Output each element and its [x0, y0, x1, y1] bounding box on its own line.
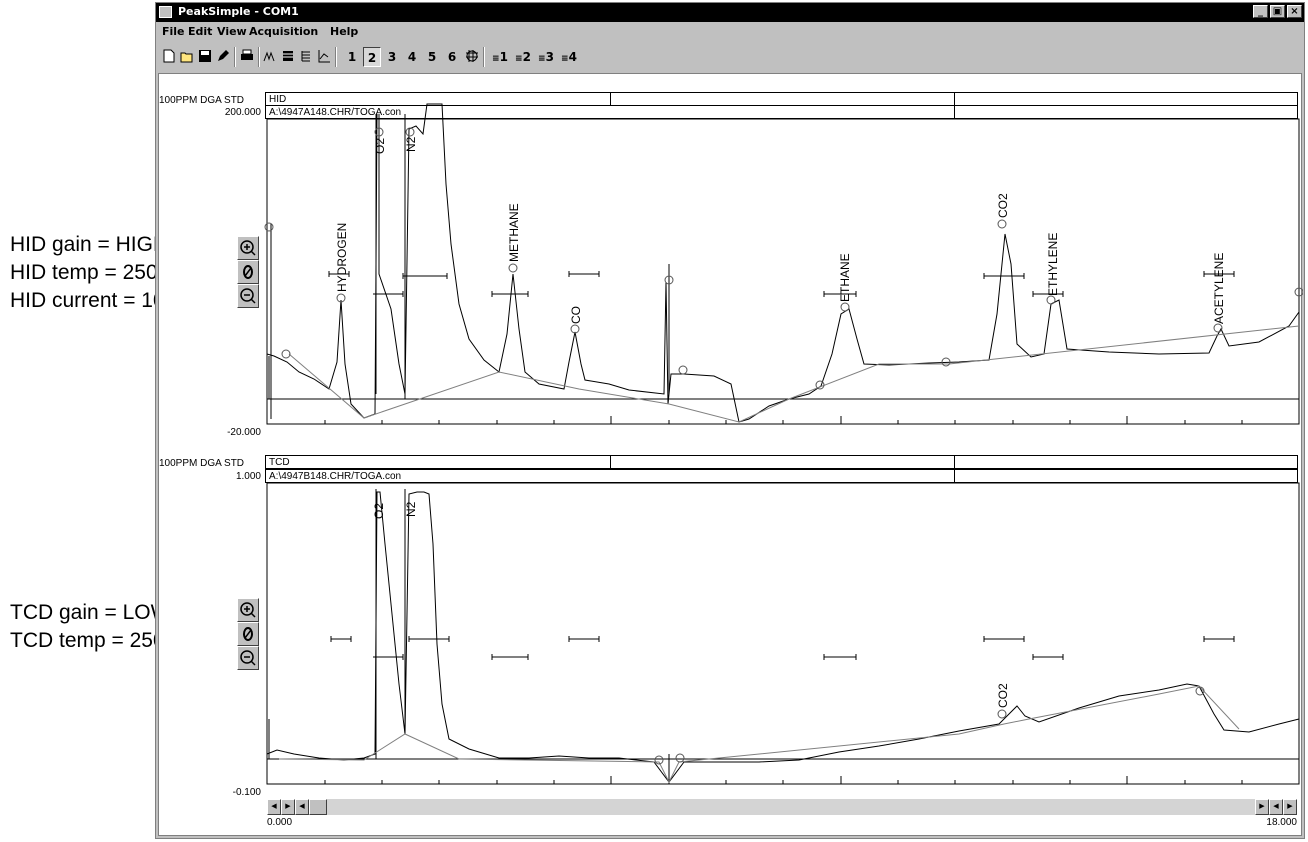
ch-button-4[interactable]: ≡4	[561, 50, 577, 64]
reset-zoom-icon	[243, 265, 253, 279]
hid-gain-text: HID gain = HIGH	[10, 233, 169, 256]
ch-button-3[interactable]: ≡3	[538, 50, 554, 64]
peak-label-methane: METHANE	[507, 203, 521, 262]
list-icon[interactable]	[299, 49, 313, 63]
x-axis-start: 0.000	[267, 817, 293, 828]
hid-current-text: HID current = 100	[10, 289, 177, 312]
peak-label-co2: CO2	[996, 193, 1010, 218]
app-window: PeakSimple - COM1 _ ▣ × File Edit View A…	[155, 2, 1305, 839]
peak-label-n2-tcd: N2	[404, 501, 418, 517]
toolbar: 1 2 3 4 5 6 ≡1 ≡2 ≡3 ≡4	[156, 44, 1304, 70]
channel-2-button[interactable]: 2	[363, 47, 381, 67]
top-y-min: -20.000	[227, 427, 261, 438]
bottom-reset-zoom-button[interactable]	[237, 622, 259, 646]
peak-label-ethane: ETHANE	[838, 253, 852, 302]
chromatogram-view: 100PPM DGA STD HID A:\4947A148.CHR/TOGA.…	[158, 73, 1303, 836]
menu-acquisition[interactable]: Acquisition	[249, 25, 319, 38]
top-zoom-in-button[interactable]	[237, 236, 259, 260]
bottom-file-path: A:\4947B148.CHR/TOGA.con	[269, 471, 402, 482]
channel-5-button[interactable]: 5	[427, 50, 437, 64]
scroll-right-icon[interactable]: ▶	[281, 799, 295, 815]
peak-label-ethylene: ETHYLENE	[1046, 233, 1060, 296]
peak-label-o2: O2	[373, 138, 387, 154]
top-zoom-out-button[interactable]	[237, 284, 259, 308]
integration-icon[interactable]	[263, 49, 277, 63]
scroll-left-icon[interactable]: ◀	[267, 799, 281, 815]
channel-1-button[interactable]: 1	[347, 50, 357, 64]
peak-label-co: CO	[569, 306, 583, 324]
scroll-thumb[interactable]	[309, 799, 327, 815]
scroll-right-icon[interactable]: ▶	[1283, 799, 1297, 815]
top-reset-zoom-button[interactable]	[237, 260, 259, 284]
maximize-button[interactable]: ▣	[1270, 5, 1285, 18]
zoom-in-icon	[240, 240, 256, 256]
tcd-temp-text: TCD temp = 250°C	[10, 629, 189, 652]
app-icon[interactable]	[159, 6, 172, 18]
channel-3-button[interactable]: 3	[387, 50, 397, 64]
bottom-zoom-out-button[interactable]	[237, 646, 259, 670]
minimize-button[interactable]: _	[1253, 5, 1268, 18]
peak-label-hydrogen: HYDROGEN	[335, 223, 349, 292]
menu-file[interactable]: File	[162, 25, 185, 38]
hid-settings-note: HID gain = HIGH HID temp = 250°C HID cur…	[10, 232, 181, 316]
top-file-path: A:\4947A148.CHR/TOGA.con	[269, 107, 402, 118]
open-file-icon[interactable]	[180, 49, 194, 63]
zoom-out-icon	[240, 650, 256, 666]
scroll-right-icon[interactable]: ▶	[1255, 799, 1269, 815]
window-title: PeakSimple - COM1	[178, 5, 299, 18]
table-icon[interactable]	[281, 49, 295, 63]
tcd-settings-note: TCD gain = LOW TCD temp = 250°C	[10, 600, 188, 656]
ch-button-1[interactable]: ≡1	[492, 50, 508, 64]
menu-help[interactable]: Help	[330, 25, 359, 38]
peak-label-acetylene: ACETYLENE	[1212, 253, 1226, 324]
save-icon[interactable]	[198, 49, 212, 63]
time-scrollbar[interactable]: ◀ ▶ ◀ ▶ ◀ ▶	[267, 799, 1297, 815]
hid-temp-text: HID temp = 250°C	[10, 261, 182, 284]
grid-icon[interactable]	[465, 49, 479, 63]
top-detector-label: HID	[269, 94, 287, 105]
x-axis-end: 18.000	[1266, 817, 1297, 828]
bottom-y-max: 1.000	[235, 471, 261, 482]
channel-4-button[interactable]: 4	[407, 50, 417, 64]
zoom-out-icon	[240, 288, 256, 304]
bottom-y-min: -0.100	[232, 787, 261, 798]
scroll-left-icon[interactable]: ◀	[1269, 799, 1283, 815]
menu-edit[interactable]: Edit	[188, 25, 213, 38]
ch-button-2[interactable]: ≡2	[515, 50, 531, 64]
top-y-max: 200.000	[224, 107, 261, 118]
print-icon[interactable]	[240, 49, 254, 63]
hid-chromatogram[interactable]: O2 N2 HYDROGEN METHANE CO ETHANE CO2 ETH…	[159, 74, 1303, 834]
new-file-icon[interactable]	[162, 49, 176, 63]
scroll-left-icon[interactable]: ◀	[295, 799, 309, 815]
close-button[interactable]: ×	[1287, 5, 1302, 18]
bottom-header-row1: TCD	[265, 455, 1298, 469]
peak-label-o2-tcd: O2	[372, 503, 386, 519]
chart-axes-icon[interactable]	[317, 49, 331, 63]
bottom-zoom-in-button[interactable]	[237, 598, 259, 622]
zoom-in-icon	[240, 602, 256, 618]
channel-6-button[interactable]: 6	[447, 50, 457, 64]
menu-bar: File Edit View Acquisition Help	[156, 22, 1304, 42]
edit-icon[interactable]	[216, 49, 230, 63]
peak-label-co2-tcd: CO2	[996, 683, 1010, 708]
bottom-sample-name: 100PPM DGA STD	[159, 458, 245, 469]
menu-view[interactable]: View	[217, 25, 247, 38]
peak-label-n2: N2	[404, 136, 418, 152]
title-bar[interactable]: PeakSimple - COM1 _ ▣ ×	[156, 3, 1304, 22]
tcd-gain-text: TCD gain = LOW	[10, 601, 171, 624]
bottom-detector-label: TCD	[269, 457, 290, 468]
top-sample-name: 100PPM DGA STD	[159, 95, 245, 106]
reset-zoom-icon	[243, 627, 253, 641]
